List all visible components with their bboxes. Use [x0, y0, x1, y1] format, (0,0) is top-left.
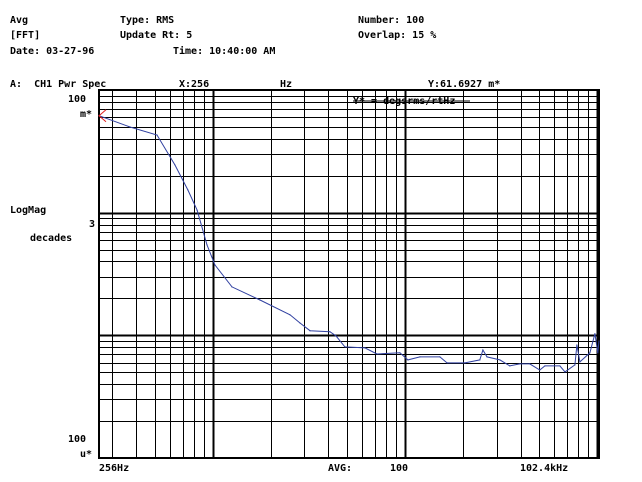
trace-point: [589, 352, 591, 354]
trace-point: [214, 264, 216, 266]
y-axis-sublabel: decades: [30, 233, 73, 244]
y-bottom-value: 100: [68, 434, 87, 445]
type-label: Type: RMS: [120, 15, 175, 26]
trace-point: [129, 126, 131, 128]
trace-point: [309, 330, 311, 332]
mode-label: Avg: [10, 15, 29, 26]
trace-line: [98, 115, 600, 373]
y-top-value: 100: [68, 94, 87, 105]
grid: [98, 89, 600, 459]
trace-point: [597, 352, 599, 354]
trace-point: [299, 322, 301, 324]
trace-point: [598, 340, 600, 342]
trace-point: [529, 363, 531, 365]
trace-point: [289, 314, 291, 316]
analyzer-label: [FFT]: [10, 30, 41, 41]
y-axis-label: LogMag: [10, 205, 47, 216]
trace-point: [594, 333, 596, 335]
trace-point: [519, 363, 521, 365]
overlap-label: Overlap: 15 %: [358, 30, 437, 41]
number-label: Number: 100: [358, 15, 425, 26]
trace-point: [376, 353, 378, 355]
trace-point: [364, 347, 366, 349]
trace-point: [482, 349, 484, 351]
update-rate-label: Update Rt: 5: [120, 30, 193, 41]
x-readout: X:256: [179, 79, 210, 90]
trace-point: [329, 331, 331, 333]
trace-point: [499, 359, 501, 361]
marker-icon: [98, 109, 107, 123]
avg-value: 100: [390, 463, 409, 474]
trace-point: [196, 209, 198, 211]
trace-point: [576, 344, 578, 346]
trace-point: [464, 362, 466, 364]
avg-label: AVG:: [328, 463, 353, 474]
trace-point: [156, 134, 158, 136]
trace-point: [486, 356, 488, 358]
trace-point: [559, 365, 561, 367]
date-label: Date: 03-27-96: [10, 46, 95, 57]
trace-series: [98, 109, 600, 373]
trace-point: [439, 356, 441, 358]
plot-frame: [98, 89, 600, 459]
trace-point: [539, 369, 541, 371]
y-bottom-unit: u*: [80, 449, 93, 460]
x-unit: Hz: [280, 79, 293, 90]
trace-point: [579, 361, 581, 363]
trace-point: [231, 286, 233, 288]
trace-point: [509, 365, 511, 367]
trace-point: [259, 299, 261, 301]
trace-point: [399, 352, 401, 354]
trace-point: [544, 365, 546, 367]
trace-point: [187, 189, 189, 191]
trace-label: A: CH1 Pwr Spec: [10, 79, 107, 90]
trace-point: [446, 362, 448, 364]
trace-point: [335, 335, 337, 337]
y-mid-value: 3: [89, 219, 96, 230]
trace-point: [344, 346, 346, 348]
trace-point: [479, 359, 481, 361]
trace-point: [407, 359, 409, 361]
trace-point: [574, 364, 576, 366]
x-start-label: 256Hz: [99, 463, 130, 474]
trace-point: [564, 371, 566, 373]
time-label: Time: 10:40:00 AM: [173, 46, 276, 57]
trace-point: [206, 244, 208, 246]
y-top-unit: m*: [80, 109, 93, 120]
y-readout: Y:61.6927 m*: [428, 79, 501, 90]
x-end-label: 102.4kHz: [520, 463, 569, 474]
unit-note: Y* = degsrms/rtHz: [353, 96, 456, 107]
trace-point: [174, 164, 176, 166]
trace-point: [419, 356, 421, 358]
